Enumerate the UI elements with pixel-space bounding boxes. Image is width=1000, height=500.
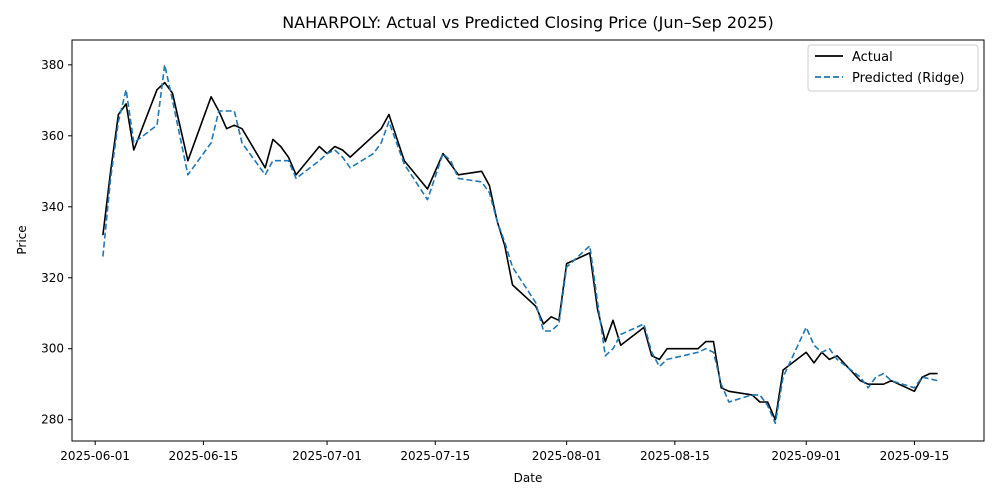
- y-tick-label: 340: [41, 200, 64, 214]
- x-axis-ticks: 2025-06-01 2025-06-15 2025-07-01 2025-07-15…: [60, 441, 949, 463]
- legend-label-predicted: Predicted (Ridge): [852, 71, 964, 86]
- legend-box: [807, 44, 979, 92]
- y-axis-ticks: 280 300 320 340 360 380: [41, 58, 72, 427]
- x-tick-label: 2025-09-01: [771, 449, 841, 463]
- y-tick-label: 300: [41, 342, 64, 356]
- x-tick-label: 2025-07-01: [292, 449, 362, 463]
- y-tick-label: 360: [41, 129, 64, 143]
- x-tick-label: 2025-08-15: [640, 449, 710, 463]
- legend-label-actual: Actual: [852, 50, 893, 65]
- y-tick-label: 320: [41, 271, 64, 285]
- chart-title: NAHARPOLY: Actual vs Predicted Closing P…: [282, 13, 774, 32]
- y-tick-label: 380: [41, 58, 64, 72]
- legend: Actual Predicted (Ridge): [807, 44, 979, 92]
- series-line-actual: [102, 81, 938, 421]
- series-line-predicted: [102, 64, 938, 425]
- x-tick-label: 2025-08-01: [532, 449, 602, 463]
- plot-frame: [71, 39, 985, 442]
- x-tick-label: 2025-07-15: [400, 449, 470, 463]
- x-tick-label: 2025-06-01: [60, 449, 130, 463]
- y-tick-label: 280: [41, 413, 64, 427]
- x-tick-label: 2025-09-15: [880, 449, 950, 463]
- y-axis-label: Price: [15, 225, 29, 254]
- x-tick-label: 2025-06-15: [169, 449, 239, 463]
- plot-content: [102, 64, 938, 425]
- x-axis-label: Date: [514, 471, 543, 485]
